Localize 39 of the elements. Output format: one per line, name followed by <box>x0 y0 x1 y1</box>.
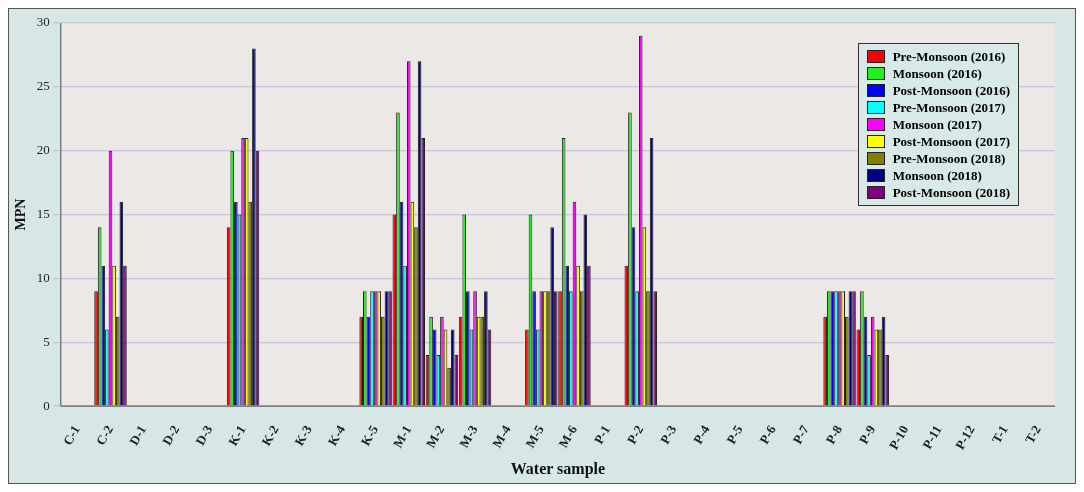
y-axis-title: MPN <box>13 198 29 231</box>
x-tick-label: P-8 <box>822 422 846 447</box>
y-tick-label: 25 <box>36 78 50 94</box>
x-tick-label: P-1 <box>590 422 614 447</box>
x-tick-label: D-2 <box>159 422 183 448</box>
legend-label: Monsoon (2017) <box>892 116 982 133</box>
x-tick-label: C-2 <box>92 422 117 448</box>
x-tick-label: P-3 <box>657 422 680 447</box>
y-tick-label: 30 <box>36 14 50 30</box>
legend-label: Post-Monsoon (2016) <box>892 82 1010 99</box>
x-tick-label: C-1 <box>59 422 83 448</box>
legend-label: Pre-Monsoon (2018) <box>892 150 1006 167</box>
x-tick-label: K-3 <box>291 422 316 449</box>
x-tick-label: P-2 <box>623 422 647 447</box>
x-tick-label: D-1 <box>126 422 150 448</box>
x-tick-label: K-2 <box>258 422 282 449</box>
y-tick-label: 0 <box>43 397 50 413</box>
legend-label: Post-Monsoon (2018) <box>892 184 1010 201</box>
x-tick-label: P-4 <box>690 422 713 447</box>
x-tick-label: K-1 <box>225 422 249 449</box>
y-tick-label: 15 <box>36 205 50 221</box>
legend-label: Monsoon (2018) <box>892 167 982 184</box>
y-tick-label: 20 <box>36 142 50 158</box>
legend-label: Post-Monsoon (2017) <box>892 133 1010 150</box>
legend-label: Pre-Monsoon (2016) <box>892 48 1006 65</box>
legend-label: Pre-Monsoon (2017) <box>892 99 1006 116</box>
x-tick-label: P-7 <box>789 422 813 447</box>
x-tick-label: P-5 <box>723 422 746 447</box>
x-tick-label: P-6 <box>756 422 780 447</box>
y-tick-label: 10 <box>36 269 50 285</box>
x-tick-label: P-9 <box>855 422 879 447</box>
x-axis-title: Water sample <box>510 459 606 478</box>
y-tick-label: 5 <box>43 333 50 349</box>
x-tick-label: D-3 <box>192 422 216 448</box>
x-tick-label: T-1 <box>988 422 1011 447</box>
x-tick-label: K-4 <box>324 422 349 449</box>
x-tick-label: K-5 <box>357 422 382 449</box>
legend-label: Monsoon (2016) <box>892 65 982 82</box>
x-tick-label: T-2 <box>1021 422 1044 447</box>
